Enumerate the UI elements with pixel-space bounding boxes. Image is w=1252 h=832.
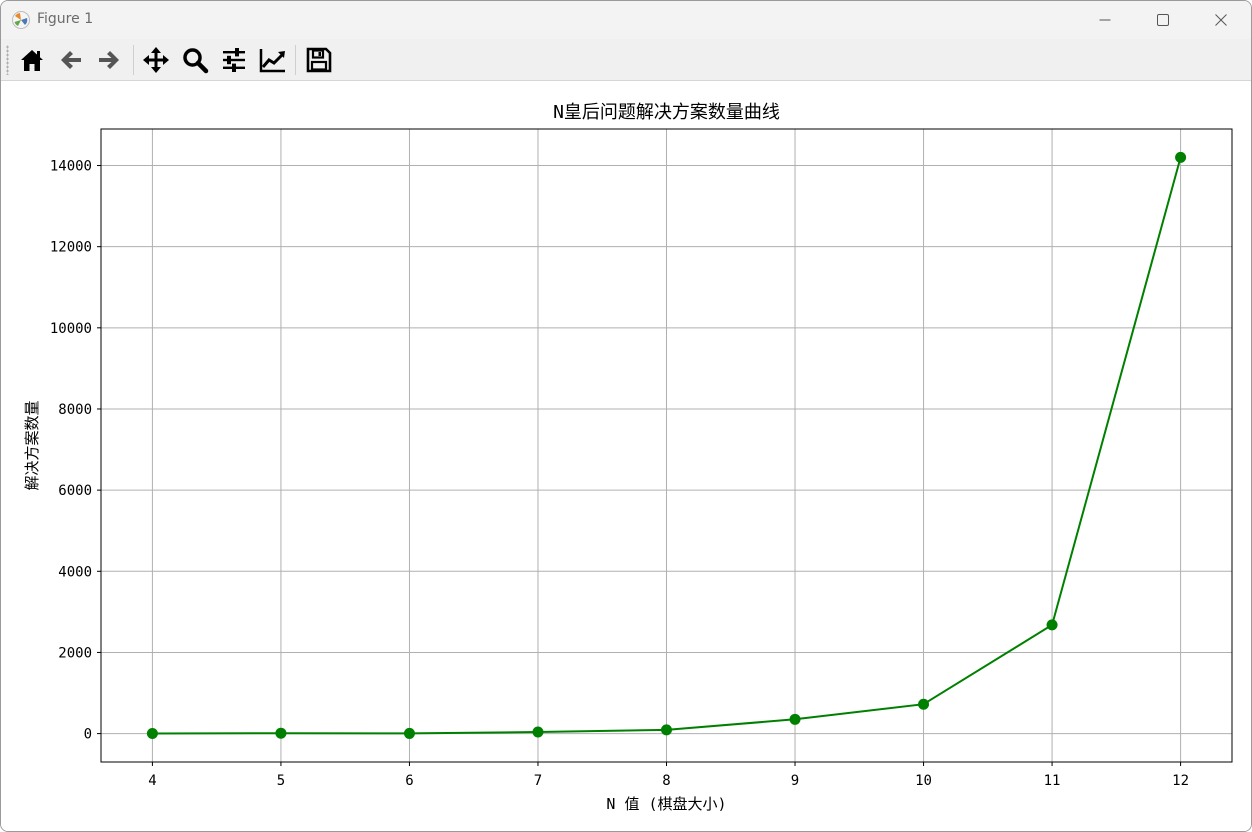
navigation-toolbar [1, 39, 1251, 81]
y-tick-label: 10000 [50, 321, 92, 337]
magnifier-icon [183, 48, 209, 74]
y-tick-label: 6000 [58, 483, 92, 499]
home-icon [21, 50, 43, 71]
x-tick-label: 5 [277, 773, 285, 789]
data-point [275, 727, 287, 739]
grid-lines [101, 129, 1232, 762]
move-icon [143, 47, 169, 73]
close-icon [1215, 14, 1227, 26]
toolbar-grip [6, 45, 9, 75]
sliders-icon [223, 48, 245, 72]
arrow-left-icon [61, 51, 81, 69]
maximize-icon [1157, 14, 1169, 26]
x-tick-label: 8 [662, 773, 670, 789]
window-title: Figure 1 [37, 11, 94, 27]
line-chart-icon [259, 49, 285, 73]
configure-subplots-button[interactable] [217, 43, 251, 77]
toolbar-separator [133, 45, 134, 75]
back-button[interactable] [54, 43, 88, 77]
data-point [1046, 619, 1058, 631]
chart-title: N皇后问题解决方案数量曲线 [553, 102, 780, 123]
minimize-icon [1099, 19, 1111, 21]
x-tick-label: 11 [1044, 773, 1061, 789]
save-button[interactable] [302, 43, 336, 77]
x-tick-label: 6 [405, 773, 413, 789]
figure-canvas[interactable]: 4 5 6 7 8 9 10 11 12 0 2000 4000 6000 8000 10000 12000 1… [1, 81, 1251, 831]
x-axis-label: N 值 (棋盘大小) [606, 795, 726, 813]
y-tick-label: 8000 [58, 402, 92, 418]
x-tick-label: 10 [915, 773, 932, 789]
forward-button[interactable] [92, 43, 126, 77]
y-tick-label: 2000 [58, 645, 92, 661]
data-point [403, 727, 415, 739]
x-tick-label: 12 [1172, 773, 1189, 789]
close-button[interactable] [1192, 1, 1250, 39]
data-series [146, 151, 1187, 740]
x-tick-label: 7 [534, 773, 542, 789]
pan-button[interactable] [139, 43, 173, 77]
x-tick-label: 9 [791, 773, 799, 789]
arrow-right-icon [99, 51, 119, 69]
axis-ticks: 4 5 6 7 8 9 10 11 12 0 2000 4000 6000 8000 10000 12000 1… [50, 159, 1189, 789]
edit-axes-button[interactable] [255, 43, 289, 77]
toolbar-separator [295, 45, 296, 75]
zoom-button[interactable] [178, 43, 212, 77]
line-chart: 4 5 6 7 8 9 10 11 12 0 2000 4000 6000 8000 10000 12000 1… [23, 102, 1233, 813]
home-button[interactable] [15, 43, 49, 77]
data-point [1175, 151, 1187, 163]
minimize-button[interactable] [1076, 1, 1134, 39]
floppy-disk-icon [306, 47, 332, 73]
y-tick-label: 14000 [50, 159, 92, 175]
data-point [146, 728, 158, 740]
maximize-button[interactable] [1134, 1, 1192, 39]
data-point [789, 713, 801, 725]
matplotlib-app-icon [12, 11, 30, 29]
y-tick-label: 4000 [58, 564, 92, 580]
data-point [918, 698, 930, 710]
x-tick-label: 4 [148, 773, 156, 789]
data-point [532, 726, 544, 738]
y-tick-label: 0 [84, 727, 92, 743]
title-bar: Figure 1 [1, 1, 1251, 39]
data-point [661, 724, 672, 736]
y-axis-label: 解决方案数量 [23, 400, 41, 490]
y-tick-label: 12000 [50, 240, 92, 256]
